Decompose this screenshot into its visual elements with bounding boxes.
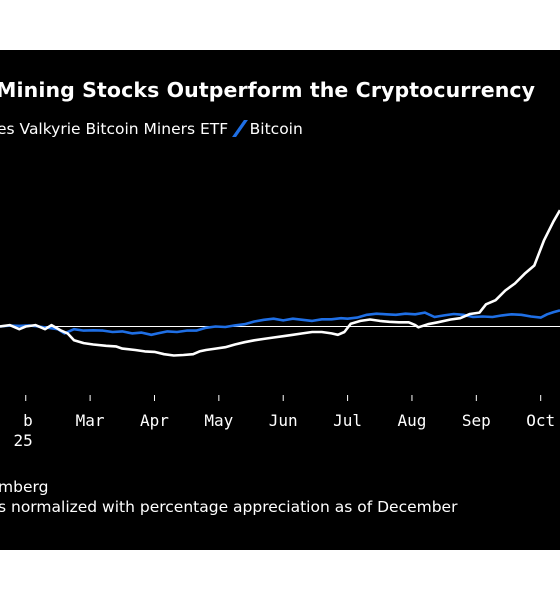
x-tick-year-label: 25 xyxy=(13,431,32,450)
chart-panel: Mining Stocks Outperform the Cryptocurre… xyxy=(0,50,560,550)
source-text: mberg xyxy=(0,478,49,496)
x-tick-label: May xyxy=(204,411,233,430)
series-line-etf xyxy=(0,209,560,357)
x-tick-label: Jun xyxy=(269,411,298,430)
x-tick-label: Apr xyxy=(140,411,169,430)
series-line-bitcoin xyxy=(0,309,560,337)
chart-title: Mining Stocks Outperform the Cryptocurre… xyxy=(0,78,536,102)
legend-label-etf: es Valkyrie Bitcoin Miners ETF xyxy=(0,120,229,138)
x-tick-label: b xyxy=(23,411,33,430)
x-tick-label: Mar xyxy=(76,411,105,430)
x-tick-label: Aug xyxy=(398,411,427,430)
chart-legend: es Valkyrie Bitcoin Miners ETF Bitcoin xyxy=(0,120,303,138)
line-chart: b25 Mar Apr May Jun Jul Aug Sep Oct xyxy=(0,209,560,450)
x-tick-label: Oct xyxy=(526,411,555,430)
x-tick-label: Jul xyxy=(333,411,362,430)
x-tick-label: Sep xyxy=(462,411,491,430)
legend-label-bitcoin: Bitcoin xyxy=(249,120,303,138)
note-text: s normalized with percentage appreciatio… xyxy=(0,498,458,516)
